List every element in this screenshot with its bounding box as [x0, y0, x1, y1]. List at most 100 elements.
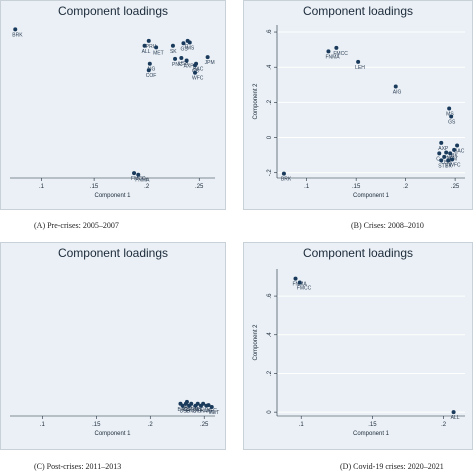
- chart-b-ylabel: Component 2: [253, 83, 259, 120]
- chart-a-point-label: C: [185, 44, 189, 50]
- chart-a-point: [154, 45, 159, 50]
- panel-d-frame: [243, 242, 473, 450]
- chart-b-xtick-label: .25: [451, 184, 460, 190]
- chart-b-point: [455, 143, 460, 148]
- chart-c-point-label: AXP: [184, 405, 195, 411]
- chart-d-xlabel: Component 1: [353, 431, 390, 437]
- chart-d-point-label: FNMA: [293, 282, 308, 288]
- chart-c-xtick-label: .2: [148, 422, 154, 428]
- chart-c-point: [187, 403, 192, 408]
- chart-b-point: [393, 84, 398, 89]
- chart-a-point: [193, 70, 198, 75]
- chart-c-point-label: AIG: [203, 409, 212, 415]
- chart-a-point-label: JPM: [205, 60, 215, 66]
- chart-a-point: [136, 172, 141, 177]
- panel-a-chart: Component loadings .1 .15 .2 .25 Component 1 B…: [10, 4, 215, 199]
- chart-b-point: [446, 158, 451, 163]
- chart-a-point-label: MET: [153, 50, 164, 56]
- panel-b-chart: Component loadings .6 .4 .2 0 -.2 .1 .15 .2 .25 Co…: [253, 4, 465, 199]
- panel-a: Component loadings .1 .15 .2 .25 Component 1 B…: [0, 0, 226, 235]
- chart-b-title: Component loadings: [303, 4, 413, 18]
- panel-c: Component loadings .1 .15 .2 .25 Component 1 A…: [0, 242, 226, 474]
- chart-d-ytick-label: 0: [267, 410, 273, 414]
- chart-d-point-label: FMCC: [297, 286, 312, 292]
- chart-a-point: [187, 40, 192, 45]
- chart-a-point-label: GS: [180, 46, 188, 52]
- chart-c-point: [209, 405, 214, 410]
- chart-b-point-label: C: [436, 156, 440, 162]
- chart-b-point-label: BK: [451, 153, 458, 159]
- chart-a-point: [173, 56, 178, 61]
- chart-a-title: Component loadings: [58, 4, 168, 18]
- panel-c-frame: [0, 242, 226, 450]
- chart-b-point-label: WFC: [449, 163, 461, 169]
- chart-b-point: [437, 151, 442, 156]
- chart-b-xtick-label: .2: [403, 184, 409, 190]
- panel-b-frame: [243, 0, 473, 210]
- chart-a-point-label: PNC: [172, 62, 183, 68]
- chart-a-point-label: AXP: [184, 63, 195, 69]
- chart-c-point-label: MET: [209, 410, 220, 416]
- chart-d-title: Component loadings: [303, 246, 413, 260]
- chart-c-point-label: WFC: [206, 408, 218, 414]
- chart-a-point: [142, 43, 147, 48]
- chart-a-point-label: MS: [187, 45, 195, 51]
- chart-a-point-label: BAC: [193, 67, 204, 73]
- chart-a-point: [184, 58, 189, 63]
- chart-b-point: [334, 45, 339, 50]
- chart-b-point: [448, 151, 453, 156]
- chart-a-xtick-label: .15: [90, 184, 99, 190]
- chart-c-point: [198, 403, 203, 408]
- chart-c-point: [183, 401, 188, 406]
- panel-c-caption: (C) Post-crises: 2011–2013: [34, 462, 122, 471]
- chart-b-xtick-label: .1: [304, 184, 310, 190]
- chart-b-point: [281, 171, 286, 176]
- panel-c-chart: Component loadings .1 .15 .2 .25 Component 1 A…: [10, 246, 220, 437]
- chart-d-ytick-label: .6: [267, 293, 273, 299]
- chart-b-ytick-label: .2: [267, 99, 273, 105]
- chart-b-point: [442, 154, 447, 159]
- chart-b-point-label: AIG: [393, 90, 402, 96]
- chart-a-point-label: AIG: [147, 67, 156, 73]
- chart-b-point-label: MS: [446, 112, 454, 118]
- chart-a-point: [205, 55, 210, 60]
- chart-b-point: [449, 114, 454, 119]
- chart-a-point-label: FMCC: [131, 176, 146, 182]
- chart-c-xtick-label: .15: [92, 422, 101, 428]
- chart-b-point-label: BK: [445, 163, 452, 169]
- chart-a-point: [132, 171, 137, 176]
- chart-b-point: [447, 106, 452, 111]
- chart-b-point-label: BAC: [454, 148, 465, 154]
- chart-b-point: [450, 157, 455, 162]
- chart-a-xlabel: Component 1: [94, 193, 131, 199]
- chart-b-point: [439, 158, 444, 163]
- chart-c-point-label: MS: [195, 407, 203, 413]
- chart-a-xtick-label: .25: [195, 184, 204, 190]
- chart-d-xtick-label: .15: [368, 422, 377, 428]
- chart-c-title: Component loadings: [58, 246, 168, 260]
- chart-d-ytick-label: .4: [267, 332, 273, 338]
- chart-a-point: [146, 38, 151, 43]
- chart-c-xtick-label: .25: [200, 422, 209, 428]
- panel-a-caption: (A) Pre-crises: 2005–2007: [34, 221, 119, 230]
- chart-a-point: [147, 61, 152, 66]
- chart-a-xtick-label: .1: [39, 184, 45, 190]
- chart-b-ytick-label: .4: [267, 64, 273, 70]
- chart-b-point-label: AXP: [438, 146, 449, 152]
- chart-b-point: [444, 150, 449, 155]
- chart-b-point: [452, 147, 457, 152]
- chart-a-point-label: SK: [170, 49, 177, 55]
- chart-b-point: [439, 140, 444, 145]
- chart-a-point: [170, 43, 175, 48]
- panel-a-frame: [0, 0, 226, 210]
- chart-a-xtick-label: .2: [144, 184, 150, 190]
- chart-c-xtick-label: .1: [40, 422, 46, 428]
- chart-a-point-label: COF: [146, 73, 157, 79]
- chart-c-point: [180, 403, 185, 408]
- chart-b-point: [356, 59, 361, 64]
- chart-b-point-label: FNMA: [325, 54, 340, 60]
- chart-c-point-label: C: [200, 407, 204, 413]
- chart-c-point-label: BK: [198, 409, 205, 415]
- chart-b-point-label: GS: [448, 119, 456, 125]
- chart-d-ytick-label: .2: [267, 370, 273, 376]
